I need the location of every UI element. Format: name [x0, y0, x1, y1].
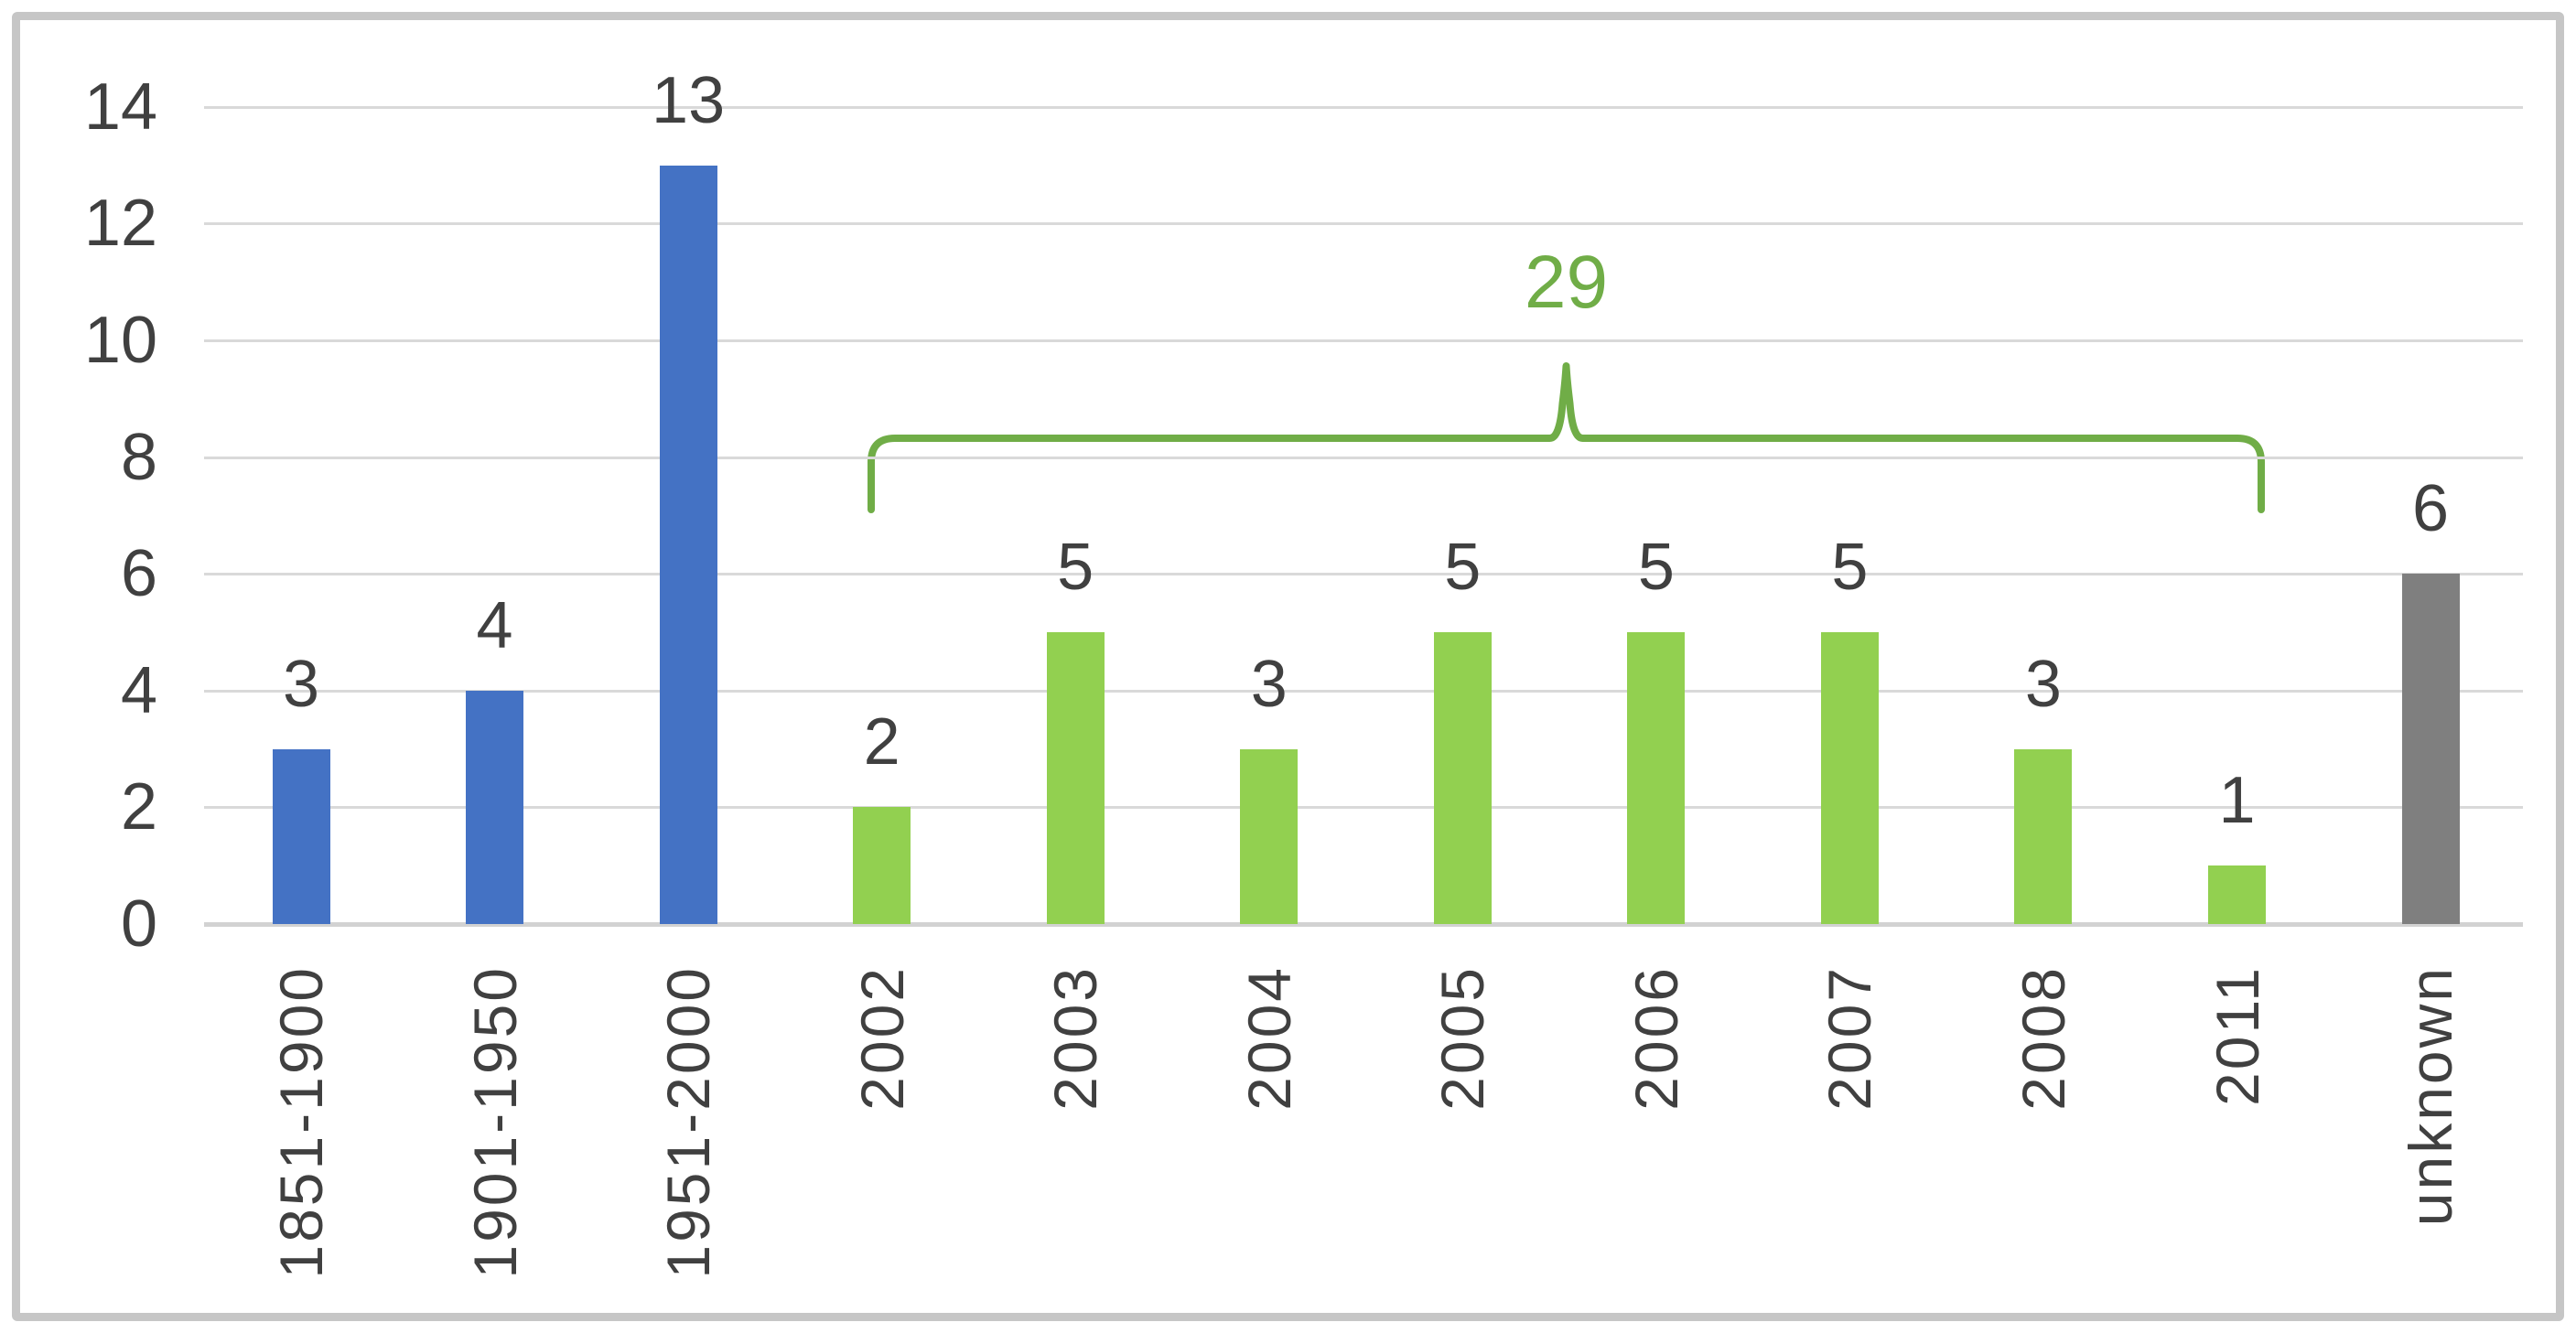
- bar-2008: [2014, 748, 2073, 924]
- y-axis-tick-label-0: 0: [120, 887, 157, 961]
- x-axis-label-2005: 2005: [1428, 965, 1497, 1111]
- data-label-2004: 3: [1250, 647, 1288, 721]
- gridline-12: [204, 222, 2523, 226]
- bar-1851-1900: [272, 748, 330, 924]
- x-axis-label-2008: 2008: [2009, 965, 2077, 1111]
- bar-unknown: [2401, 574, 2460, 924]
- bar-2003: [1046, 632, 1105, 924]
- y-axis-tick-label-12: 12: [83, 187, 157, 261]
- gridline-2: [204, 806, 2523, 810]
- data-label-2008: 3: [2024, 647, 2062, 721]
- bar-2004: [1240, 748, 1299, 924]
- x-axis-label-1951-2000: 1951-2000: [654, 965, 723, 1279]
- gridline-14: [204, 105, 2523, 109]
- x-axis-label-2003: 2003: [1041, 965, 1110, 1111]
- data-label-2003: 5: [1057, 531, 1094, 604]
- x-axis-label-2004: 2004: [1234, 965, 1303, 1111]
- y-axis-tick-label-2: 2: [120, 770, 157, 844]
- y-axis-tick-label-10: 10: [83, 304, 157, 377]
- brace-path: [868, 362, 2265, 513]
- bar-2007: [1820, 632, 1879, 924]
- data-label-2006: 5: [1637, 531, 1675, 604]
- gridline-6: [204, 573, 2523, 576]
- gridline-10: [204, 339, 2523, 342]
- bar-2002: [853, 807, 911, 924]
- y-axis-tick-label-8: 8: [120, 420, 157, 494]
- data-label-unknown: 6: [2412, 472, 2450, 546]
- y-axis-tick-label-14: 14: [83, 70, 157, 144]
- x-axis-label-2006: 2006: [1622, 965, 1690, 1111]
- y-axis-tick-label-4: 4: [120, 653, 157, 727]
- bar-2011: [2208, 865, 2266, 924]
- gridline-4: [204, 689, 2523, 693]
- chart-frame-border: [12, 12, 2564, 1321]
- data-label-1851-1900: 3: [282, 647, 320, 721]
- bar-1901-1950: [466, 690, 524, 924]
- data-label-1951-2000: 13: [652, 63, 726, 137]
- x-axis-label-1901-1950: 1901-1950: [460, 965, 529, 1279]
- x-axis-label-1851-1900: 1851-1900: [267, 965, 335, 1279]
- x-axis-line: [204, 922, 2523, 927]
- bar-2006: [1627, 632, 1686, 924]
- data-label-2005: 5: [1444, 531, 1482, 604]
- gridline-8: [204, 456, 2523, 459]
- brace-total-label: 29: [1524, 241, 1609, 324]
- bar-1951-2000: [659, 165, 717, 924]
- data-label-2007: 5: [1831, 531, 1869, 604]
- data-label-2011: 1: [2218, 764, 2256, 838]
- x-axis-label-2002: 2002: [847, 965, 916, 1111]
- x-axis-label-unknown: unknown: [2397, 965, 2465, 1227]
- data-label-2002: 2: [863, 705, 900, 779]
- x-axis-label-2007: 2007: [1816, 965, 1884, 1111]
- x-axis-label-2011: 2011: [2203, 965, 2271, 1106]
- y-axis-tick-label-6: 6: [120, 537, 157, 611]
- bar-2005: [1433, 632, 1492, 924]
- data-label-1901-1950: 4: [476, 588, 513, 662]
